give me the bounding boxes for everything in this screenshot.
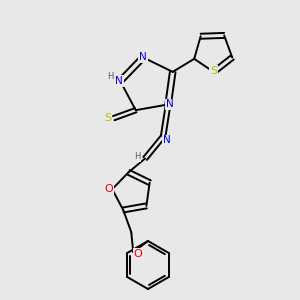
Text: S: S: [210, 66, 217, 76]
Text: N: N: [116, 76, 123, 86]
Text: H: H: [107, 72, 113, 81]
Text: O: O: [105, 184, 114, 194]
Text: H: H: [134, 152, 140, 161]
Text: N: N: [166, 100, 174, 110]
Text: O: O: [134, 249, 142, 259]
Text: N: N: [139, 52, 147, 62]
Text: N: N: [163, 136, 171, 146]
Text: S: S: [104, 113, 111, 123]
